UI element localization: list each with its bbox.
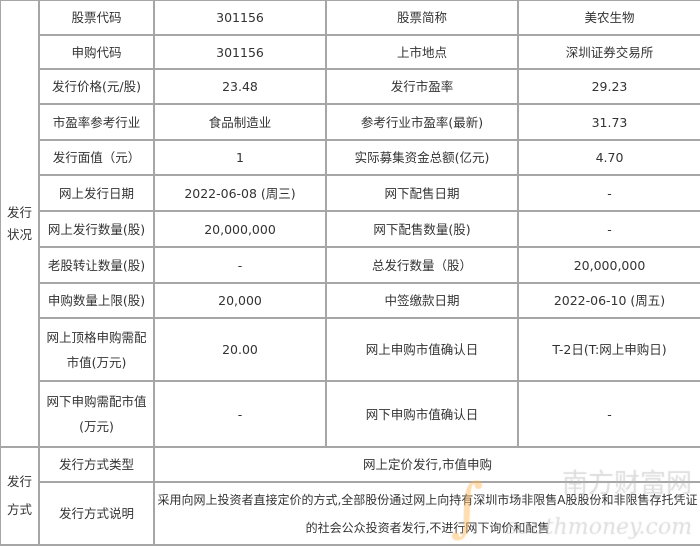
table-row: 网上发行数量(股) 20,000,000 网下配售数量(股) - (0, 210, 700, 248)
field-label: 网下申购需配市值(万元) (38, 380, 155, 448)
field-value: 29.23 (517, 68, 700, 105)
table-row: 申购代码 301156 上市地点 深圳证券交易所 (0, 34, 700, 70)
table-row: 申购数量上限(股) 20,000 中签缴款日期 2022-06-10 (周五) (0, 282, 700, 319)
table-row: 老股转让数量(股) - 总发行数量（股） 20,000,000 (0, 246, 700, 284)
table-row: 发行方式说明 采用向网上投资者直接定价的方式,全部股份通过网上向持有深圳市场非限售… (0, 481, 700, 546)
field-value: 31.73 (517, 103, 700, 141)
field-value: 食品制造业 (153, 103, 327, 141)
field-label: 上市地点 (325, 34, 519, 70)
field-value: 网上定价发行,市值申购 (153, 446, 700, 483)
table-row: 网上发行日期 2022-06-08 (周三) 网下配售日期 - (0, 174, 700, 212)
table-row: 发行面值（元） 1 实际募集资金总额(亿元) 4.70 (0, 139, 700, 176)
field-label: 网上申购市值确认日 (325, 317, 519, 382)
field-value: 1 (153, 139, 327, 176)
field-label: 发行市盈率 (325, 68, 519, 105)
field-label: 网下配售日期 (325, 174, 519, 212)
table-row: 发行价格(元/股) 23.48 发行市盈率 29.23 (0, 68, 700, 105)
field-value: 20.00 (153, 317, 327, 382)
field-label: 股票简称 (325, 0, 519, 36)
field-label: 网下申购市值确认日 (325, 380, 519, 448)
group-label-issue-method: 发行方式 (0, 446, 40, 546)
field-value: 301156 (153, 0, 327, 36)
field-value: 20,000,000 (517, 246, 700, 284)
field-label: 实际募集资金总额(亿元) (325, 139, 519, 176)
field-label: 网上发行日期 (38, 174, 155, 212)
field-value: 美农生物 (517, 0, 700, 36)
field-value: 20,000,000 (153, 210, 327, 248)
field-value: 23.48 (153, 68, 327, 105)
field-label: 总发行数量（股） (325, 246, 519, 284)
field-value: T-2日(T:网上申购日) (517, 317, 700, 382)
table-row: 网下申购需配市值(万元) - 网下申购市值确认日 - (0, 380, 700, 448)
table-row: 发行方式 发行方式类型 网上定价发行,市值申购 (0, 446, 700, 546)
field-value: - (153, 380, 327, 448)
field-value: 20,000 (153, 282, 327, 319)
field-value: - (153, 246, 327, 284)
field-label: 老股转让数量(股) (38, 246, 155, 284)
field-value: - (517, 380, 700, 448)
field-value: - (517, 174, 700, 212)
field-label: 发行面值（元） (38, 139, 155, 176)
field-label: 中签缴款日期 (325, 282, 519, 319)
field-value: - (517, 210, 700, 248)
table-row: 网上顶格申购需配市值(万元) 20.00 网上申购市值确认日 T-2日(T:网上申购日… (0, 317, 700, 382)
field-value: 2022-06-10 (周五) (517, 282, 700, 319)
table-row: 市盈率参考行业 食品制造业 参考行业市盈率(最新) 31.73 (0, 103, 700, 141)
field-label: 发行价格(元/股) (38, 68, 155, 105)
field-label: 网上发行数量(股) (38, 210, 155, 248)
field-value: 深圳证券交易所 (517, 34, 700, 70)
field-label: 参考行业市盈率(最新) (325, 103, 519, 141)
field-value: 4.70 (517, 139, 700, 176)
field-label: 申购数量上限(股) (38, 282, 155, 319)
field-label: 股票代码 (38, 0, 155, 36)
field-value: 采用向网上投资者直接定价的方式,全部股份通过网上向持有深圳市场非限售A股股份和非… (153, 481, 700, 546)
field-label: 发行方式说明 (38, 481, 155, 546)
field-label: 市盈率参考行业 (38, 103, 155, 141)
field-label: 发行方式类型 (38, 446, 155, 483)
group-label-issue-status: 发行状况 (0, 0, 40, 448)
field-value: 301156 (153, 34, 327, 70)
table-row: 发行状况 股票代码 301156 股票简称 美农生物 (0, 0, 700, 448)
field-label: 申购代码 (38, 34, 155, 70)
field-label: 网上顶格申购需配市值(万元) (38, 317, 155, 382)
field-label: 网下配售数量(股) (325, 210, 519, 248)
field-value: 2022-06-08 (周三) (153, 174, 327, 212)
